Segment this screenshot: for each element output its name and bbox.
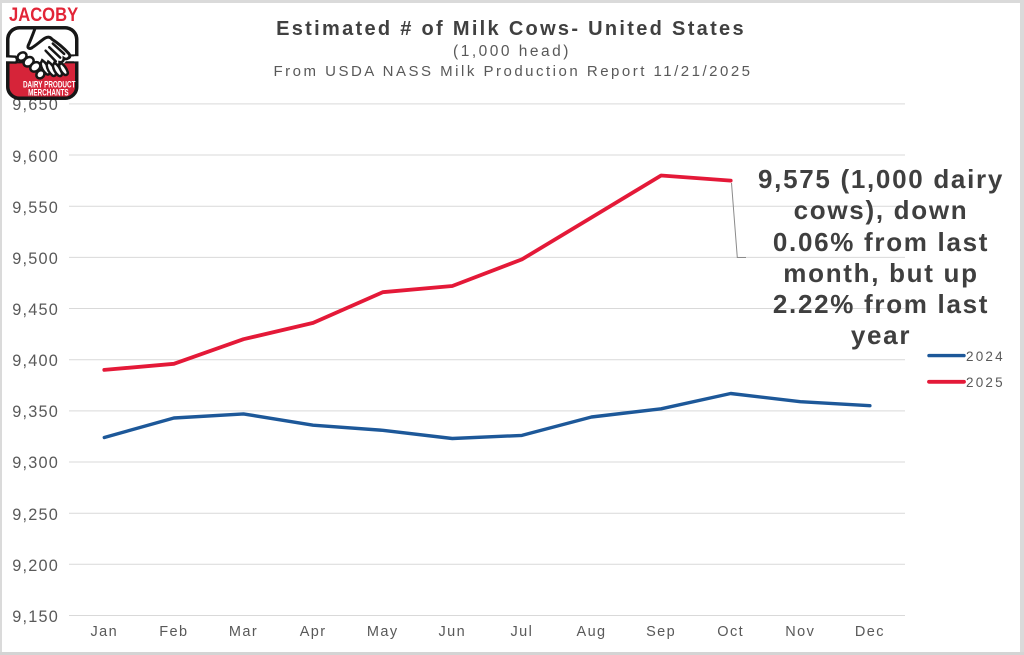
svg-text:MERCHANTS: MERCHANTS [28,87,69,97]
svg-text:DAIRY PRODUCT: DAIRY PRODUCT [23,80,76,90]
